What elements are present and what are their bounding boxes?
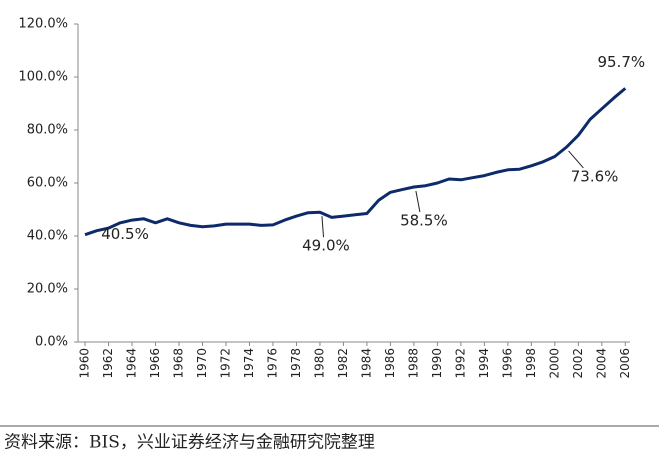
data-label: 58.5% [400, 211, 448, 229]
x-tick-label: 1994 [477, 348, 491, 379]
data-label: 40.5% [101, 225, 149, 243]
x-tick-label: 2006 [618, 348, 632, 379]
y-tick-label: 80.0% [27, 123, 68, 138]
x-tick-label: 1992 [453, 348, 467, 379]
leader-line [415, 190, 421, 213]
x-tick-label: 1962 [101, 348, 115, 379]
leader-line [321, 216, 325, 238]
x-tick-label: 1982 [336, 348, 350, 379]
y-tick-label: 0.0% [35, 335, 68, 350]
y-tick-label: 120.0% [18, 17, 68, 32]
x-tick-label: 1974 [242, 348, 256, 379]
x-tick-label: 1960 [78, 348, 92, 379]
y-tick-label: 20.0% [27, 282, 68, 297]
leader-line [568, 150, 584, 169]
x-tick-label: 1986 [383, 348, 397, 379]
data-label: 95.7% [597, 53, 645, 71]
y-tick-label: 100.0% [18, 70, 68, 85]
data-label: 49.0% [302, 237, 350, 255]
x-tick-label: 2002 [571, 348, 585, 379]
y-tick-label: 40.0% [27, 229, 68, 244]
x-tick-label: 1968 [172, 348, 186, 379]
x-tick-label: 1964 [125, 348, 139, 379]
x-tick-label: 1998 [524, 348, 538, 379]
x-tick-label: 2000 [547, 348, 561, 379]
x-tick-label: 1996 [500, 348, 514, 379]
x-tick-label: 2004 [594, 348, 608, 379]
x-tick-label: 1988 [406, 348, 420, 379]
y-tick-label: 60.0% [27, 176, 68, 191]
data-label: 73.6% [571, 167, 619, 185]
x-tick-label: 1984 [359, 348, 373, 379]
x-tick-label: 1966 [148, 348, 162, 379]
source-note: 资料来源：BIS，兴业证券经济与金融研究院整理 [4, 433, 375, 453]
x-tick-label: 1978 [289, 348, 303, 379]
x-tick-label: 1972 [218, 348, 232, 379]
data-line [84, 87, 627, 237]
x-tick-label: 1990 [430, 348, 444, 379]
x-tick-label: 1980 [312, 348, 326, 379]
x-tick-label: 1970 [195, 348, 209, 379]
x-tick-label: 1976 [265, 348, 279, 379]
